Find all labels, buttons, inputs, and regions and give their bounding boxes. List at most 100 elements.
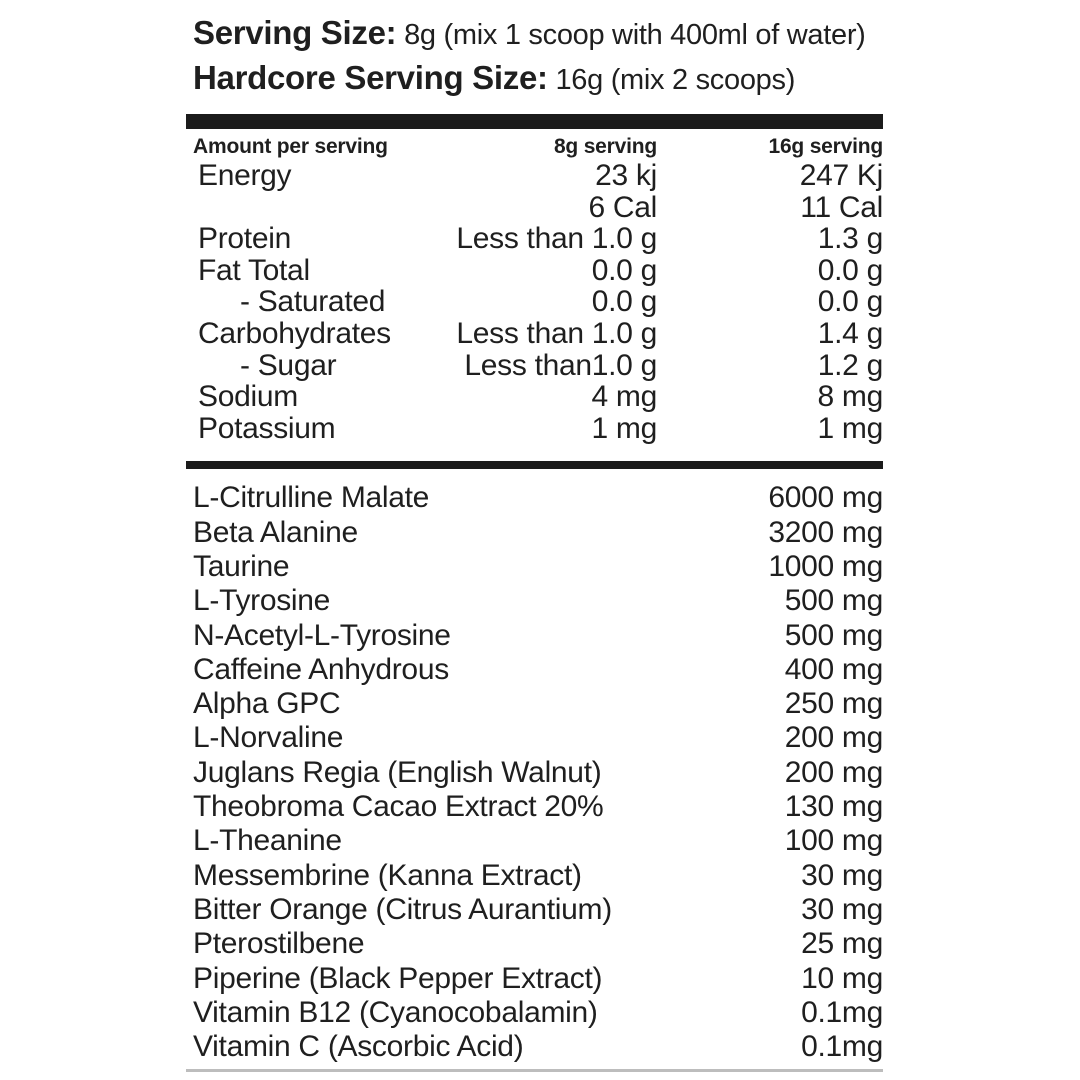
ingredient-row: Taurine 1000 mg	[186, 550, 883, 584]
ingredient-amount: 30 mg	[801, 892, 883, 926]
ingredient-row: Vitamin B12 (Cyanocobalamin) 0.1mg	[186, 996, 883, 1030]
ingredient-amount: 6000 mg	[768, 481, 883, 515]
column-header-8g: 8g serving	[553, 135, 657, 158]
top-divider-bar	[186, 114, 883, 129]
ingredient-row: Alpha GPC 250 mg	[186, 687, 883, 721]
nutrition-row-label: Fat Total	[198, 253, 310, 287]
ingredient-row: Messembrine (Kanna Extract) 30 mg	[186, 859, 883, 893]
nutrition-row-16g-value: 1.2 g	[817, 348, 884, 382]
ingredient-amount: 0.1mg	[801, 995, 883, 1029]
ingredient-amount: 25 mg	[801, 927, 883, 961]
ingredient-name: Theobroma Cacao Extract 20%	[193, 790, 604, 824]
hardcore-serving-size-label: Hardcore Serving Size:	[193, 59, 548, 96]
serving-size-label: Serving Size:	[193, 14, 397, 51]
ingredient-amount: 400 mg	[784, 652, 884, 686]
ingredient-row: Pterostilbene 25 mg	[186, 927, 883, 961]
nutrition-row-16g-value: 1.3 g	[817, 222, 884, 256]
nutrition-row-8g-value: 0.0 g	[591, 285, 658, 319]
nutrition-row-16g-value: 11 Cal	[800, 190, 883, 224]
bottom-rule	[186, 1069, 883, 1073]
nutrition-label-panel: Serving Size: 8g (mix 1 scoop with 400ml…	[186, 0, 883, 1073]
ingredient-amount: 500 mg	[784, 584, 884, 618]
nutrition-table-row: 6 Cal 11 Cal	[186, 190, 883, 224]
nutrition-row-label: Carbohydrates	[198, 316, 391, 350]
ingredient-name: Alpha GPC	[193, 687, 341, 721]
nutrition-row-8g-value: 0.0 g	[591, 253, 658, 287]
ingredient-name: Beta Alanine	[193, 515, 358, 549]
ingredient-rows: L-Citrulline Malate 6000 mg Beta Alanine 32…	[186, 481, 883, 1064]
ingredient-name: Vitamin C (Ascorbic Acid)	[193, 1030, 524, 1064]
ingredient-row: Caffeine Anhydrous 400 mg	[186, 653, 883, 687]
ingredient-name: Piperine (Black Pepper Extract)	[193, 961, 603, 995]
nutrition-row-16g-value: 0.0 g	[817, 285, 884, 319]
ingredient-row: L-Norvaline 200 mg	[186, 721, 883, 755]
nutrition-table-row: Sodium 4 mg 8 mg	[186, 381, 883, 413]
ingredient-name: L-Norvaline	[193, 721, 344, 755]
nutrition-row-label: Sodium	[198, 380, 298, 414]
serving-size-header: Serving Size: 8g (mix 1 scoop with 400ml…	[186, 0, 883, 104]
nutrition-row-16g-value: 1.4 g	[817, 316, 884, 350]
ingredient-row: Theobroma Cacao Extract 20% 130 mg	[186, 790, 883, 824]
ingredient-amount: 250 mg	[784, 687, 884, 721]
ingredient-name: N-Acetyl-L-Tyrosine	[193, 618, 451, 652]
nutrition-table-row: - Sugar Less than1.0 g 1.2 g	[186, 348, 884, 382]
ingredient-row: Juglans Regia (English Walnut) 200 mg	[186, 756, 883, 790]
nutrition-row-8g-value: Less than1.0 g	[464, 348, 657, 382]
nutrition-table-row: Carbohydrates Less than 1.0 g 1.4 g	[186, 318, 883, 350]
hardcore-serving-size-line: Hardcore Serving Size: 16g (mix 2 scoops…	[193, 59, 883, 104]
ingredient-row: L-Citrulline Malate 6000 mg	[186, 481, 883, 515]
nutrition-row-16g-value: 0.0 g	[817, 253, 884, 287]
nutrition-row-label: Protein	[198, 222, 291, 256]
nutrition-row-8g-value: 4 mg	[591, 380, 658, 414]
ingredient-amount: 30 mg	[801, 858, 883, 892]
column-header-16g: 16g serving	[768, 135, 883, 158]
ingredient-name: Pterostilbene	[193, 927, 365, 961]
nutrition-row-8g-value: 6 Cal	[588, 190, 657, 224]
ingredient-amount: 3200 mg	[768, 515, 883, 549]
nutrition-table-row: - Saturated 0.0 g 0.0 g	[186, 286, 883, 318]
nutrition-column-headers: Amount per serving 8g serving 16g servin…	[186, 133, 883, 160]
nutrition-rows: Energy 23 kj 247 Kj 6 Cal 11 Cal Protein Less …	[186, 160, 883, 444]
nutrition-table-row: Potassium 1 mg 1 mg	[186, 413, 883, 445]
ingredient-name: L-Tyrosine	[193, 584, 331, 618]
nutrition-row-16g-value: 247 Kj	[799, 159, 884, 192]
hardcore-serving-size-value: 16g (mix 2 scoops)	[547, 64, 796, 96]
ingredient-name: L-Theanine	[193, 824, 342, 858]
nutrition-row-16g-value: 8 mg	[817, 380, 884, 414]
nutrition-row-label: - Sugar	[240, 348, 337, 382]
nutrition-table-row: Protein Less than 1.0 g 1.3 g	[186, 223, 883, 255]
ingredient-row: Vitamin C (Ascorbic Acid) 0.1mg	[186, 1030, 883, 1064]
nutrition-row-label: Energy	[198, 159, 292, 192]
column-header-amount: Amount per serving	[193, 135, 388, 158]
ingredient-name: Caffeine Anhydrous	[193, 652, 449, 686]
ingredient-name: Bitter Orange (Citrus Aurantium)	[193, 892, 612, 926]
ingredient-amount: 200 mg	[784, 721, 884, 755]
ingredient-name: Taurine	[193, 549, 290, 583]
ingredient-amount: 10 mg	[801, 961, 883, 995]
ingredient-name: Messembrine (Kanna Extract)	[193, 858, 582, 892]
ingredient-amount: 500 mg	[784, 618, 884, 652]
nutrition-table-row: Energy 23 kj 247 Kj	[186, 160, 883, 192]
serving-size-line: Serving Size: 8g (mix 1 scoop with 400ml…	[193, 14, 883, 59]
ingredient-row: Beta Alanine 3200 mg	[186, 516, 883, 550]
ingredient-row: L-Tyrosine 500 mg	[186, 584, 883, 618]
nutrition-row-16g-value: 1 mg	[817, 411, 884, 445]
ingredient-amount: 100 mg	[784, 824, 884, 858]
nutrition-row-label: - Saturated	[240, 285, 386, 319]
ingredient-row: L-Theanine 100 mg	[186, 824, 883, 858]
nutrition-table-row: Fat Total 0.0 g 0.0 g	[186, 255, 883, 287]
nutrition-row-8g-value: Less than 1.0 g	[456, 316, 657, 350]
nutrition-row-8g-value: Less than 1.0 g	[456, 222, 657, 256]
nutrition-row-label: Potassium	[198, 411, 336, 445]
ingredient-amount: 0.1mg	[801, 1030, 883, 1064]
ingredient-row: Bitter Orange (Citrus Aurantium) 30 mg	[186, 893, 883, 927]
nutrition-row-8g-value: 23 kj	[595, 159, 657, 192]
ingredient-row: Piperine (Black Pepper Extract) 10 mg	[186, 962, 883, 996]
serving-size-value: 8g (mix 1 scoop with 400ml of water)	[396, 19, 866, 51]
nutrition-row-8g-value: 1 mg	[591, 411, 658, 445]
ingredient-name: Vitamin B12 (Cyanocobalamin)	[193, 995, 598, 1029]
ingredient-name: L-Citrulline Malate	[193, 481, 430, 515]
ingredient-row: N-Acetyl-L-Tyrosine 500 mg	[186, 619, 883, 653]
ingredient-amount: 200 mg	[784, 755, 884, 789]
ingredient-name: Juglans Regia (English Walnut)	[193, 755, 602, 789]
